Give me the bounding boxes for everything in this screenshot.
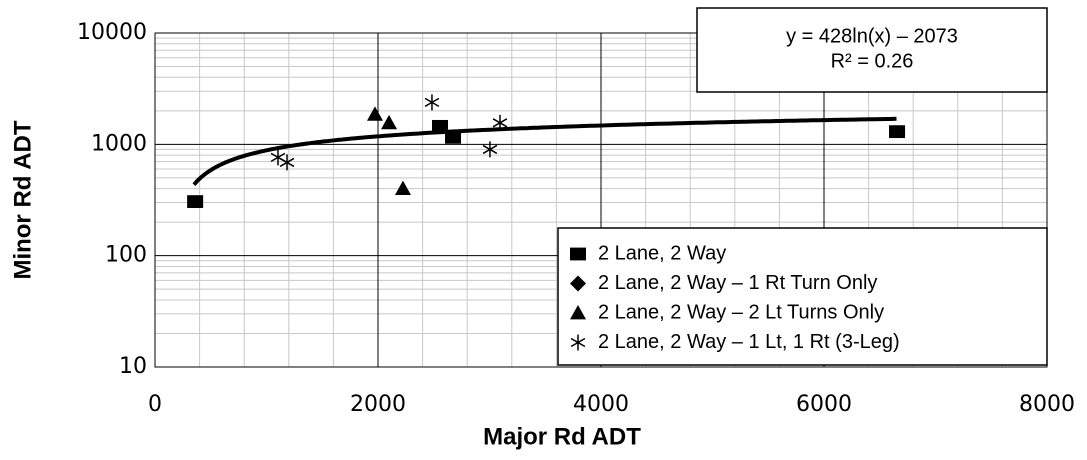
annotation-box [696, 7, 1048, 93]
x-tick-label: 4000 [573, 392, 629, 417]
x-tick-label: 6000 [796, 392, 852, 417]
marker-star [270, 149, 286, 166]
plot-border [154, 32, 1048, 368]
annotation: R² = 0.26 [831, 50, 914, 72]
x-tick-label: 2000 [350, 392, 406, 417]
marker-diamond [570, 275, 586, 292]
marker-star [482, 141, 498, 158]
marker-square [431, 119, 448, 133]
marker-square [187, 195, 204, 208]
trendline [192, 116, 897, 187]
x-tick-label: 0 [148, 392, 162, 417]
marker-triangle [570, 305, 586, 320]
y-tick-label: 1000 [91, 131, 147, 156]
x-axis-label: Major Rd ADT [483, 423, 641, 450]
legend-label: 2 Lane, 2 Way – 1 Lt, 1 Rt (3-Leg) [598, 331, 900, 353]
marker-triangle [366, 106, 383, 121]
legend-box [557, 227, 1048, 366]
y-tick-label: 10000 [77, 20, 147, 45]
marker-triangle [381, 114, 398, 130]
marker-square [889, 125, 906, 139]
marker-star [570, 334, 586, 351]
legend-label: 2 Lane, 2 Way – 1 Rt Turn Only [598, 272, 877, 294]
legend-label: 2 Lane, 2 Way – 2 Lt Turns Only [598, 301, 884, 323]
annotation: y = 428ln(x) – 2073 [786, 25, 958, 47]
marker-square [445, 130, 462, 144]
marker-star [492, 114, 508, 131]
marker-star [279, 154, 295, 171]
y-tick-label: 100 [105, 243, 147, 268]
legend-label: 2 Lane, 2 Way [598, 242, 726, 264]
marker-triangle [394, 180, 411, 196]
x-tick-label: 8000 [1019, 392, 1075, 417]
marker-star [424, 94, 440, 111]
y-axis-label: Minor Rd ADT [9, 120, 36, 279]
marker-square [570, 247, 586, 261]
y-tick-label: 10 [119, 354, 147, 379]
